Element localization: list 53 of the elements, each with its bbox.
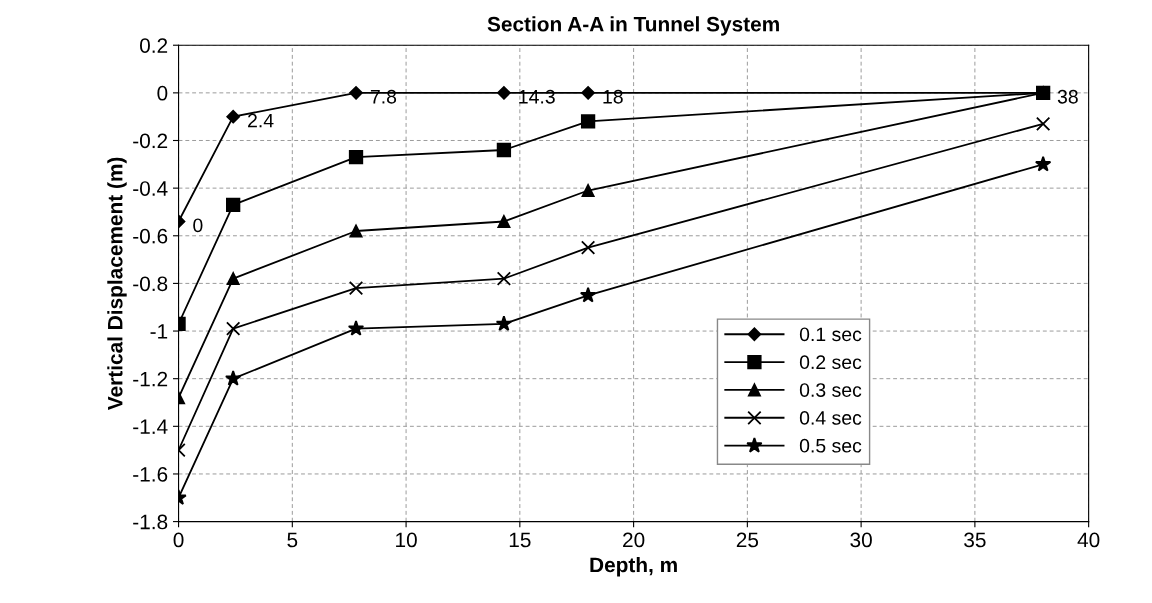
point: [347, 320, 365, 336]
point: [580, 114, 596, 129]
legend-label: 0.3 sec: [799, 383, 862, 397]
x-tick-label: 20: [623, 532, 645, 548]
point: [226, 109, 240, 124]
point: [349, 86, 363, 100]
point: [226, 272, 240, 286]
point: [226, 197, 241, 212]
point: [348, 281, 364, 296]
point: [579, 286, 597, 303]
y-tick-label: 0: [157, 85, 168, 101]
point: [497, 215, 511, 228]
point: [1034, 155, 1052, 172]
x-tick-label: 30: [850, 532, 872, 548]
x-tick-label: 5: [287, 532, 298, 548]
point: [1035, 116, 1051, 131]
point: [348, 150, 364, 165]
point: [224, 370, 242, 386]
y-tick-label: -1.6: [133, 466, 168, 482]
y-tick-label: -1.4: [133, 419, 168, 434]
x-tick-label: 25: [736, 532, 759, 548]
x-tick-label: 10: [396, 532, 417, 548]
point: [581, 184, 595, 197]
y-tick-label: -1.8: [133, 514, 168, 530]
point: [495, 315, 513, 331]
point: [496, 142, 512, 158]
y-tick-label: -1: [150, 324, 168, 339]
annotation: 0: [193, 218, 203, 233]
y-tick-label: -1.2: [133, 371, 168, 387]
x-tick-label: 35: [964, 532, 986, 548]
chart-title: Section A-A in Tunnel System: [487, 16, 779, 36]
y-tick-label: -0.8: [133, 276, 168, 292]
legend-label: 0.5 sec: [799, 438, 862, 453]
y-tick-label: -0.2: [133, 133, 168, 149]
annotation: 38: [1057, 89, 1078, 104]
x-tick-label: 15: [509, 532, 531, 548]
point: [226, 321, 241, 336]
x-axis-title: Depth, m: [590, 556, 677, 577]
point: [497, 86, 511, 100]
y-tick-label: -0.6: [133, 228, 168, 244]
point: [349, 224, 363, 238]
point: [581, 86, 595, 100]
legend-label: 0.4 sec: [799, 411, 862, 425]
legend-label: 0.2 sec: [799, 355, 862, 370]
y-tick-label: 0.2: [140, 38, 168, 53]
point: [580, 240, 596, 255]
annotation: 2.4: [248, 113, 274, 128]
y-tick-label: -0.4: [133, 181, 168, 196]
y-axis-title: Vertical Displacement (m): [107, 157, 127, 411]
x-tick-label: 0: [173, 532, 184, 548]
legend-label: 0.1 sec: [799, 327, 862, 342]
point: [496, 271, 512, 286]
x-tick-label: 40: [1077, 532, 1100, 548]
